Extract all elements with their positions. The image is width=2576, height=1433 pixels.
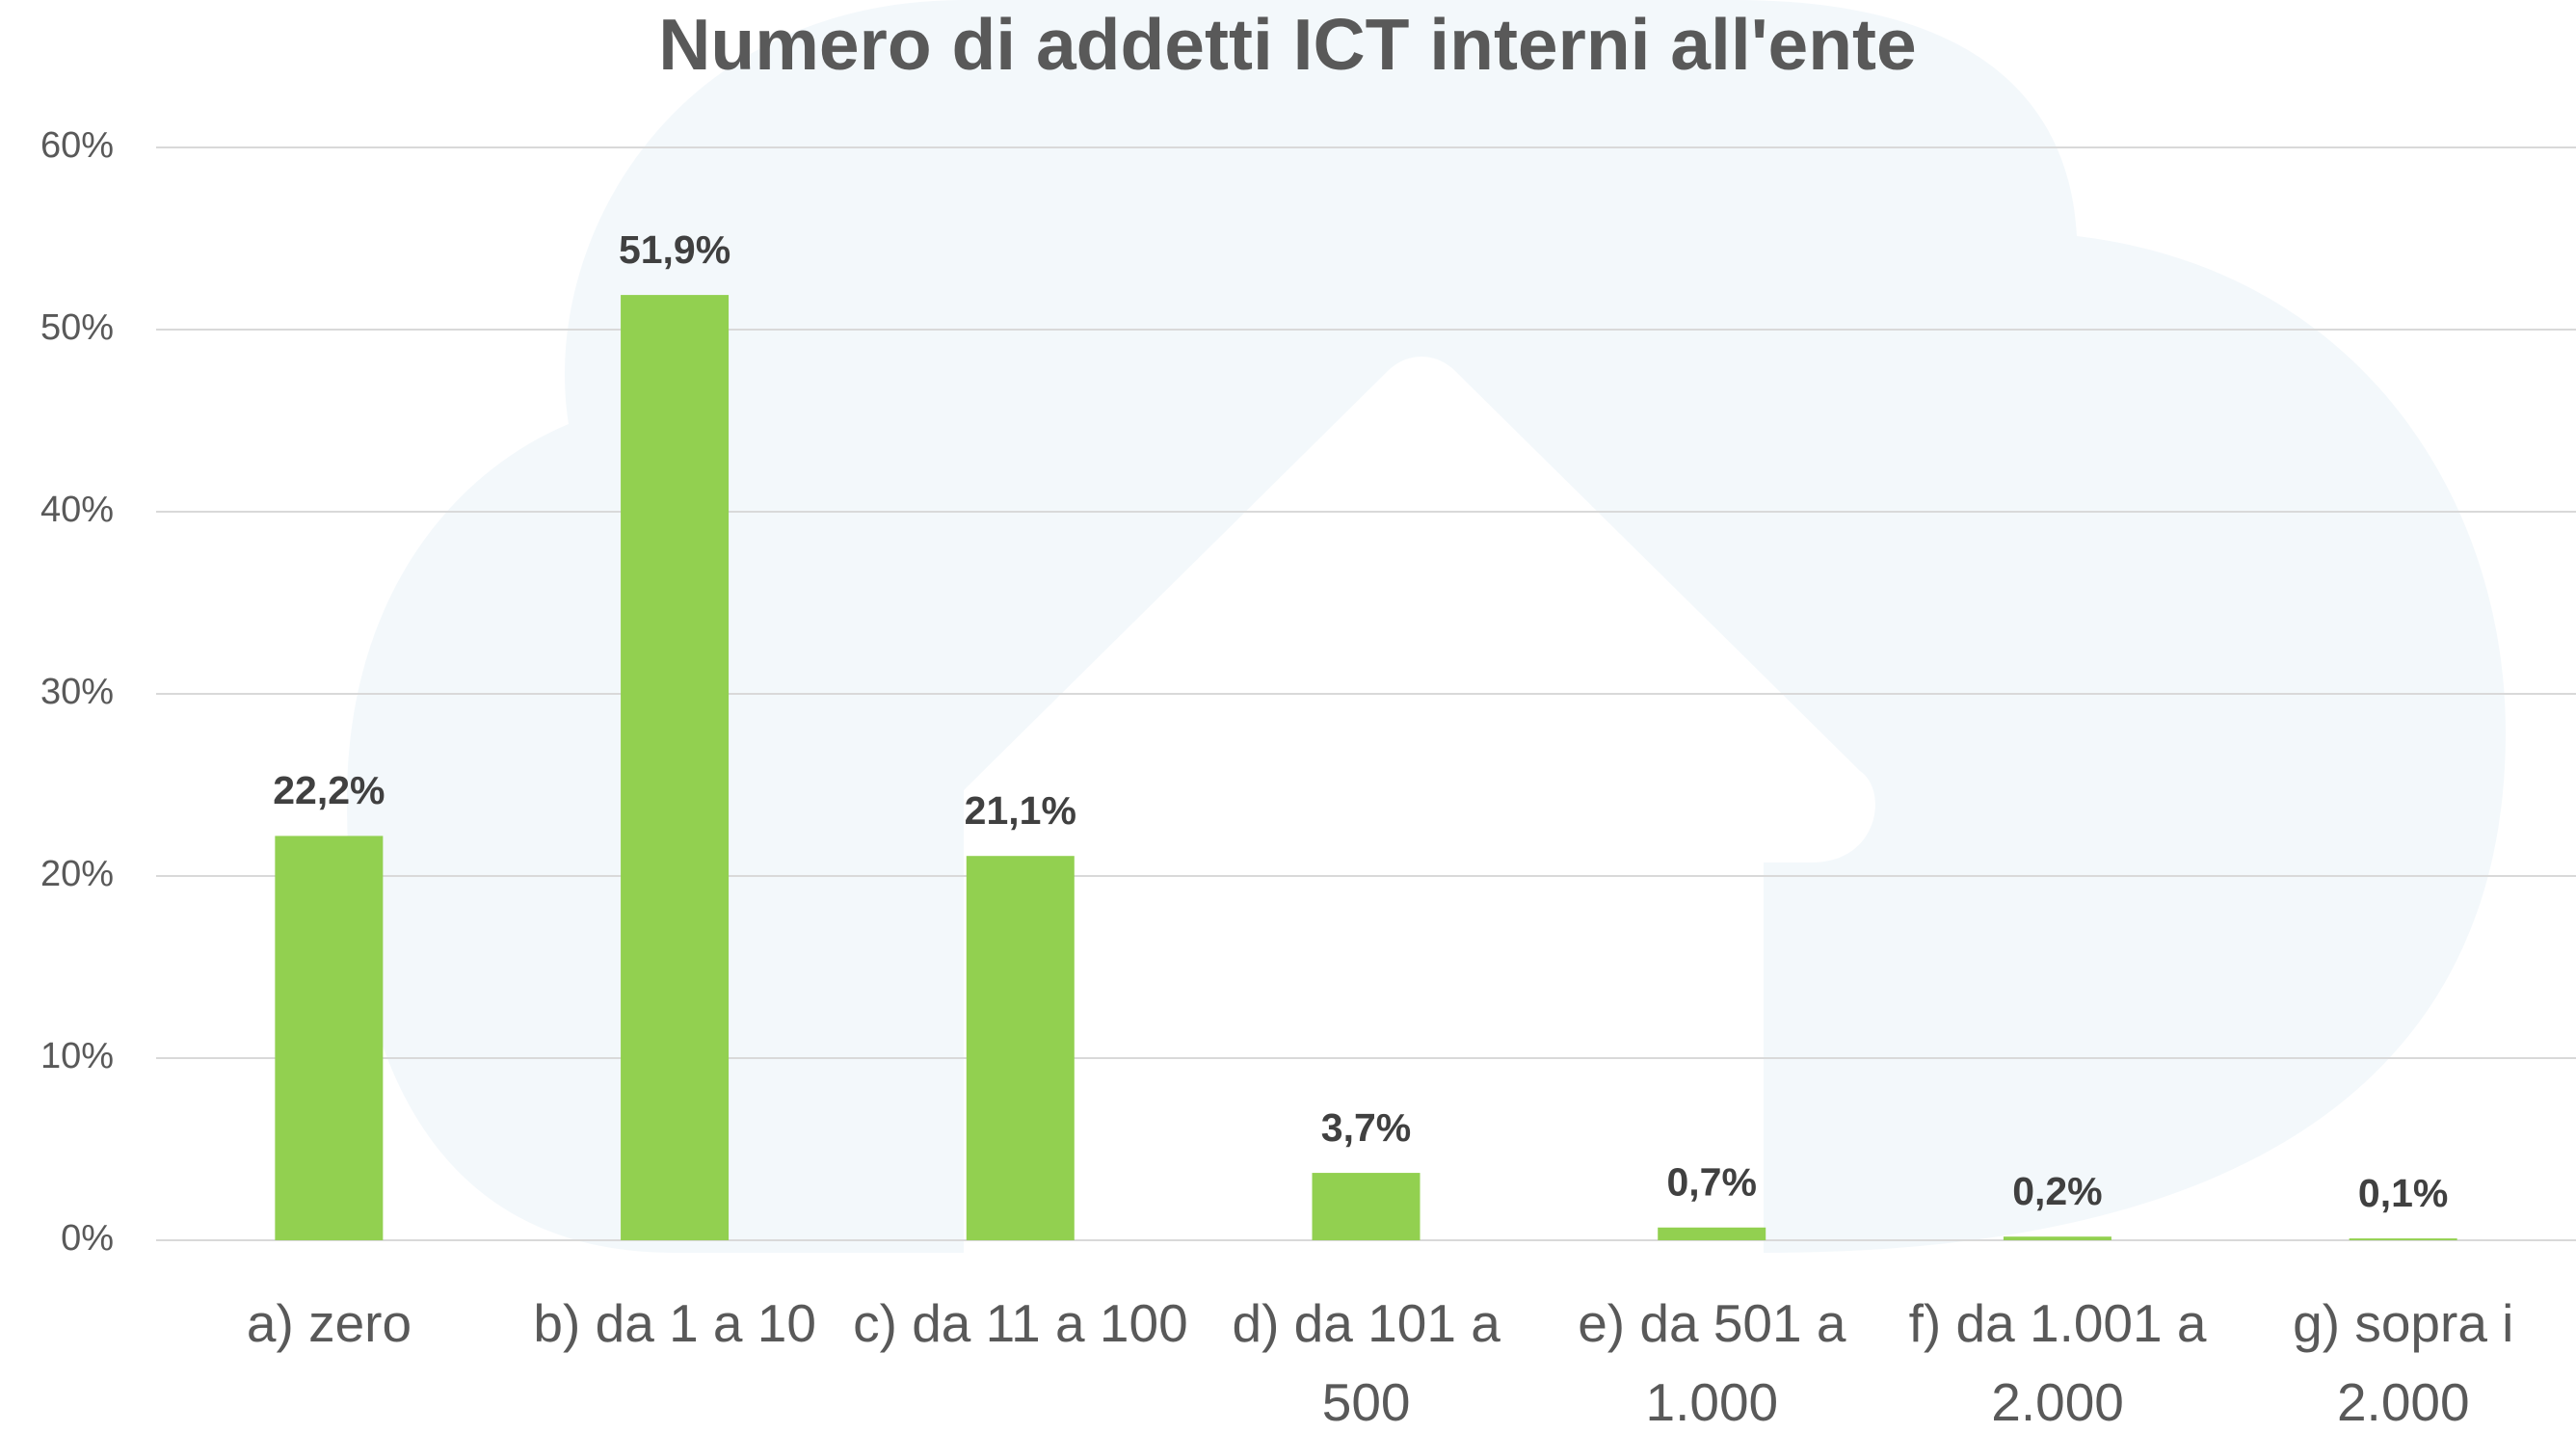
y-tick-label: 0% bbox=[61, 1218, 114, 1259]
bar bbox=[966, 856, 1075, 1240]
data-label: 0,1% bbox=[2358, 1171, 2448, 1215]
data-label: 21,1% bbox=[965, 788, 1076, 833]
data-label: 3,7% bbox=[1321, 1105, 1411, 1150]
x-tick-label: e) da 501 a 1.000 bbox=[1578, 1293, 1846, 1432]
x-tick-label: b) da 1 a 10 bbox=[533, 1293, 816, 1353]
bar bbox=[2003, 1236, 2111, 1240]
x-tick-label: d) da 101 a 500 bbox=[1232, 1293, 1500, 1432]
bar bbox=[275, 836, 384, 1240]
y-tick-label: 10% bbox=[40, 1036, 114, 1076]
y-tick-label: 30% bbox=[40, 672, 114, 712]
bar bbox=[1312, 1173, 1421, 1240]
bar bbox=[1658, 1227, 1766, 1240]
y-tick-label: 60% bbox=[40, 125, 114, 166]
data-label: 51,9% bbox=[619, 227, 730, 272]
data-label: 22,2% bbox=[273, 768, 385, 812]
bar bbox=[2349, 1238, 2457, 1240]
watermark bbox=[347, 0, 2506, 1253]
y-tick-label: 50% bbox=[40, 307, 114, 348]
x-tick-label: c) da 11 a 100 bbox=[853, 1293, 1188, 1353]
data-label: 0,2% bbox=[2012, 1169, 2102, 1213]
data-label: 0,7% bbox=[1666, 1160, 1756, 1205]
bar bbox=[621, 295, 730, 1241]
y-tick-label: 40% bbox=[40, 490, 114, 530]
x-tick-label: g) sopra i 2.000 bbox=[2293, 1293, 2514, 1432]
x-tick-label: a) zero bbox=[246, 1293, 412, 1353]
chart-title: Numero di addetti ICT interni all'ente bbox=[658, 4, 1916, 85]
y-tick-label: 20% bbox=[40, 854, 114, 894]
x-tick-label: f) da 1.001 a 2.000 bbox=[1908, 1293, 2207, 1432]
